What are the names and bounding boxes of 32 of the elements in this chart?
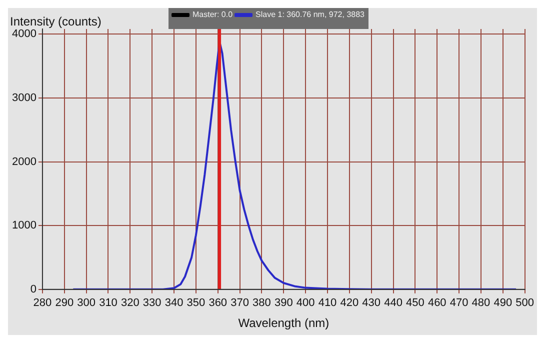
- x-axis-title: Wavelength (nm): [238, 316, 330, 330]
- y-tick-label: 2000: [12, 156, 36, 168]
- legend-label: Slave 1: 360.76 nm, 972, 3883: [256, 10, 366, 20]
- x-tick-label: 310: [99, 297, 118, 310]
- y-tick-label: 1000: [12, 220, 36, 232]
- y-tick-label: 3000: [12, 92, 36, 104]
- x-tick-label: 460: [428, 297, 446, 310]
- x-tick-label: 400: [296, 297, 315, 310]
- x-tick-label: 330: [142, 297, 162, 310]
- x-tick-label: 360: [208, 297, 228, 310]
- x-tick-label: 440: [384, 297, 402, 310]
- x-tick-label: 450: [406, 297, 424, 310]
- x-tick-label: 390: [274, 297, 293, 310]
- x-tick-label: 320: [120, 297, 140, 310]
- x-tick-label: 370: [230, 297, 249, 310]
- x-tick-label: 300: [77, 297, 96, 310]
- x-tick-label: 420: [340, 297, 359, 310]
- x-tick-label: 430: [362, 297, 381, 310]
- x-tick-label: 350: [186, 297, 206, 310]
- y-tick-label: 0: [30, 283, 36, 296]
- y-tick-label: 4000: [12, 28, 36, 40]
- x-tick-label: 290: [55, 297, 74, 310]
- x-tick-label: 480: [472, 297, 490, 310]
- x-tick-label: 380: [252, 297, 271, 310]
- x-tick-label: 490: [494, 297, 512, 310]
- x-tick-label: 470: [450, 297, 468, 310]
- y-axis-title: Intensity (counts): [10, 14, 102, 28]
- x-tick-label: 340: [164, 297, 184, 310]
- x-tick-label: 500: [516, 297, 534, 310]
- legend-label: Master: 0.0: [192, 10, 234, 20]
- x-tick-label: 280: [33, 297, 52, 310]
- x-tick-label: 410: [318, 297, 337, 310]
